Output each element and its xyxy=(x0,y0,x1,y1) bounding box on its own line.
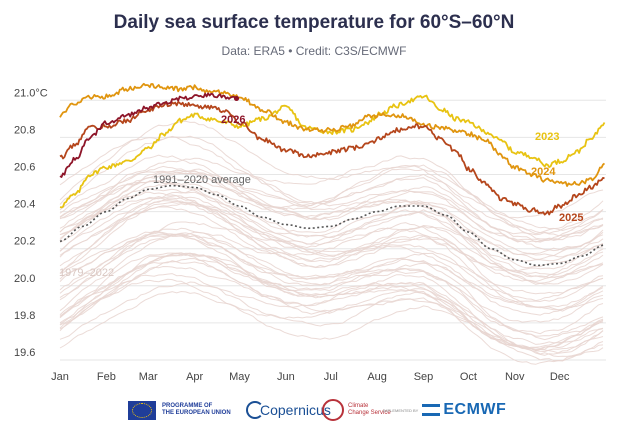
c3s-ring-icon xyxy=(322,399,344,421)
series-2026-line xyxy=(59,92,237,178)
y-tick-label: 19.8 xyxy=(14,310,35,322)
x-tick-label: Feb xyxy=(97,371,116,383)
eu-label-line2: THE EUROPEAN UNION xyxy=(162,410,231,416)
history-year-line xyxy=(59,154,604,236)
copernicus-logo: Copernicus xyxy=(246,396,331,424)
y-tick-label: 20.2 xyxy=(14,236,35,248)
x-tick-label: Jan xyxy=(51,371,69,383)
history-label: 1979–2022 xyxy=(59,267,114,279)
history-year-line xyxy=(59,257,604,353)
ecmwf-text: ECMWF xyxy=(443,401,507,418)
labels-layer: 19.6 19.8 20.0 20.2 20.4 20.6 20.8 21.0°C Jan Feb… xyxy=(14,87,583,383)
y-tick-label: 20.6 xyxy=(14,161,35,173)
history-year-line xyxy=(59,135,604,243)
x-tick-label: Mar xyxy=(139,371,158,383)
history-year-line xyxy=(59,188,604,272)
history-year-line xyxy=(59,120,604,234)
c3s-label-line1: Climate xyxy=(348,403,369,409)
label-2024: 2024 xyxy=(531,166,556,178)
history-year-line xyxy=(59,168,604,237)
series-2025-line xyxy=(59,100,605,216)
label-2025: 2025 xyxy=(559,212,583,224)
x-tick-label: May xyxy=(229,371,250,383)
y-tick-label: 20.8 xyxy=(14,124,35,136)
label-2026: 2026 xyxy=(221,114,245,126)
x-tick-label: Aug xyxy=(367,371,387,383)
c3s-label-line2: Change Service xyxy=(348,410,391,416)
history-year-line xyxy=(59,191,604,262)
average-label: 1991–2020 average xyxy=(153,174,251,186)
history-year-line xyxy=(59,222,604,312)
ecmwf-logo: IMPLEMENTED BY ECMWF xyxy=(383,396,506,424)
x-tick-label: Nov xyxy=(505,371,525,383)
ecmwf-wave-icon xyxy=(422,404,441,416)
history-year-line xyxy=(59,170,604,241)
history-year-line xyxy=(59,200,604,284)
history-year-line xyxy=(59,233,604,337)
sst-line-chart: 19.6 19.8 20.0 20.2 20.4 20.6 20.8 21.0°C Jan Feb… xyxy=(14,82,606,383)
history-year-line xyxy=(59,165,604,260)
x-tick-label: Sep xyxy=(414,371,434,383)
eu-flag-icon xyxy=(128,400,156,420)
history-year-line xyxy=(59,252,604,351)
c3s-logo: Climate Change Service xyxy=(322,396,392,424)
eu-programme-logo: PROGRAMME OF THE EUROPEAN UNION xyxy=(128,396,242,424)
implemented-by-label: IMPLEMENTED BY xyxy=(383,407,419,413)
y-tick-label: 20.4 xyxy=(14,199,35,211)
history-year-line xyxy=(59,155,604,242)
eu-label-line1: PROGRAMME OF xyxy=(162,403,213,409)
history-year-line xyxy=(59,135,604,219)
history-year-line xyxy=(59,221,604,311)
history-year-line xyxy=(59,265,604,354)
y-tick-label: 20.0 xyxy=(14,273,35,285)
series-2026-endpoint xyxy=(233,95,240,102)
history-year-line xyxy=(59,201,604,302)
x-tick-label: Jun xyxy=(277,371,295,383)
history-year-line xyxy=(59,182,604,269)
history-lines-1979-2022 xyxy=(59,120,604,365)
x-tick-label: Apr xyxy=(186,371,203,383)
x-tick-label: Dec xyxy=(550,371,570,383)
footer-logos: PROGRAMME OF THE EUROPEAN UNION Copernic… xyxy=(0,396,628,424)
label-2023: 2023 xyxy=(535,131,559,143)
history-year-line xyxy=(59,202,604,285)
series-2023-line xyxy=(59,94,606,209)
history-year-line xyxy=(59,188,604,280)
history-year-line xyxy=(59,273,604,345)
copernicus-ring-icon xyxy=(246,401,264,419)
series-2024-line xyxy=(59,82,606,187)
series-layer xyxy=(59,82,606,267)
chart-subtitle: Data: ERA5 • Credit: C3S/ECMWF xyxy=(221,44,407,58)
history-year-line xyxy=(59,168,604,276)
history-year-line xyxy=(59,231,604,295)
x-tick-label: Oct xyxy=(460,371,477,383)
average-line xyxy=(59,184,605,267)
history-year-line xyxy=(59,232,604,303)
history-year-line xyxy=(59,164,604,232)
chart-title: Daily sea surface temperature for 60°S–6… xyxy=(113,12,515,33)
y-tick-label: 21.0°C xyxy=(14,87,48,99)
y-tick-label: 19.6 xyxy=(14,347,35,359)
x-tick-label: Jul xyxy=(324,371,338,383)
copernicus-text: Copernicus xyxy=(260,402,331,418)
history-year-line xyxy=(59,288,604,362)
